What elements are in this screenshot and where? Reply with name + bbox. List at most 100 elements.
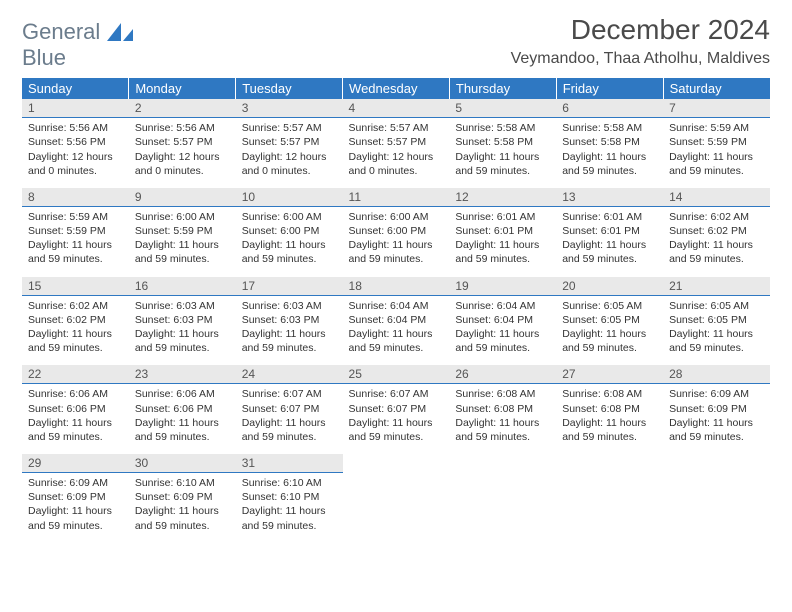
day-number: 31 — [236, 454, 343, 473]
calendar-cell: 4Sunrise: 5:57 AMSunset: 5:57 PMDaylight… — [343, 99, 450, 188]
calendar-week: 15Sunrise: 6:02 AMSunset: 6:02 PMDayligh… — [22, 277, 770, 366]
day-number: 20 — [556, 277, 663, 296]
day-number: 8 — [22, 188, 129, 207]
weekday-header: Tuesday — [236, 78, 343, 99]
sunrise-line: Sunrise: 6:02 AM — [669, 210, 764, 224]
sunset-line: Sunset: 6:10 PM — [242, 490, 337, 504]
calendar-cell: 29Sunrise: 6:09 AMSunset: 6:09 PMDayligh… — [22, 454, 129, 543]
sunset-line: Sunset: 6:04 PM — [455, 313, 550, 327]
sunrise-line: Sunrise: 6:01 AM — [562, 210, 657, 224]
sunset-line: Sunset: 6:05 PM — [669, 313, 764, 327]
sunrise-line: Sunrise: 6:04 AM — [455, 299, 550, 313]
sunrise-line: Sunrise: 6:06 AM — [28, 387, 123, 401]
calendar-cell: 26Sunrise: 6:08 AMSunset: 6:08 PMDayligh… — [449, 365, 556, 454]
sunset-line: Sunset: 6:09 PM — [135, 490, 230, 504]
day-number: 1 — [22, 99, 129, 118]
sunset-line: Sunset: 6:01 PM — [562, 224, 657, 238]
day-number: 12 — [449, 188, 556, 207]
day-number: 9 — [129, 188, 236, 207]
day-body: Sunrise: 5:59 AMSunset: 5:59 PMDaylight:… — [663, 118, 770, 188]
sunrise-line: Sunrise: 6:08 AM — [455, 387, 550, 401]
daylight-line: Daylight: 11 hours and 59 minutes. — [28, 504, 123, 532]
day-number: 6 — [556, 99, 663, 118]
sunrise-line: Sunrise: 6:10 AM — [242, 476, 337, 490]
sail-icon — [107, 23, 133, 46]
day-body: Sunrise: 6:09 AMSunset: 6:09 PMDaylight:… — [663, 384, 770, 454]
sunset-line: Sunset: 6:02 PM — [669, 224, 764, 238]
header: General Blue December 2024 Veymandoo, Th… — [22, 14, 770, 70]
weekday-header: Monday — [129, 78, 236, 99]
title-block: December 2024 Veymandoo, Thaa Atholhu, M… — [511, 14, 770, 68]
page-title: December 2024 — [511, 14, 770, 46]
day-number: 18 — [343, 277, 450, 296]
day-number: 29 — [22, 454, 129, 473]
daylight-line: Daylight: 11 hours and 59 minutes. — [28, 238, 123, 266]
day-body: Sunrise: 5:57 AMSunset: 5:57 PMDaylight:… — [236, 118, 343, 188]
calendar-cell: 19Sunrise: 6:04 AMSunset: 6:04 PMDayligh… — [449, 277, 556, 366]
calendar-cell: 5Sunrise: 5:58 AMSunset: 5:58 PMDaylight… — [449, 99, 556, 188]
day-number: 19 — [449, 277, 556, 296]
brand-logo: General Blue — [22, 14, 133, 70]
calendar-cell: 17Sunrise: 6:03 AMSunset: 6:03 PMDayligh… — [236, 277, 343, 366]
calendar-cell: 25Sunrise: 6:07 AMSunset: 6:07 PMDayligh… — [343, 365, 450, 454]
sunrise-line: Sunrise: 6:07 AM — [242, 387, 337, 401]
daylight-line: Daylight: 11 hours and 59 minutes. — [242, 327, 337, 355]
calendar-head: SundayMondayTuesdayWednesdayThursdayFrid… — [22, 78, 770, 99]
day-body: Sunrise: 5:58 AMSunset: 5:58 PMDaylight:… — [556, 118, 663, 188]
daylight-line: Daylight: 11 hours and 59 minutes. — [562, 416, 657, 444]
daylight-line: Daylight: 11 hours and 59 minutes. — [135, 238, 230, 266]
sunset-line: Sunset: 5:57 PM — [242, 135, 337, 149]
sunset-line: Sunset: 6:03 PM — [242, 313, 337, 327]
calendar-cell: 11Sunrise: 6:00 AMSunset: 6:00 PMDayligh… — [343, 188, 450, 277]
calendar-cell: 30Sunrise: 6:10 AMSunset: 6:09 PMDayligh… — [129, 454, 236, 543]
location-text: Veymandoo, Thaa Atholhu, Maldives — [511, 50, 770, 68]
weekday-header: Friday — [556, 78, 663, 99]
day-body: Sunrise: 6:02 AMSunset: 6:02 PMDaylight:… — [663, 207, 770, 277]
day-body: Sunrise: 6:03 AMSunset: 6:03 PMDaylight:… — [236, 296, 343, 366]
day-body: Sunrise: 6:04 AMSunset: 6:04 PMDaylight:… — [449, 296, 556, 366]
day-number: 15 — [22, 277, 129, 296]
sunrise-line: Sunrise: 6:10 AM — [135, 476, 230, 490]
sunrise-line: Sunrise: 5:56 AM — [135, 121, 230, 135]
sunset-line: Sunset: 6:04 PM — [349, 313, 444, 327]
calendar-table: SundayMondayTuesdayWednesdayThursdayFrid… — [22, 78, 770, 542]
sunrise-line: Sunrise: 6:01 AM — [455, 210, 550, 224]
day-number: 28 — [663, 365, 770, 384]
calendar-cell: 15Sunrise: 6:02 AMSunset: 6:02 PMDayligh… — [22, 277, 129, 366]
day-number: 23 — [129, 365, 236, 384]
day-number: 30 — [129, 454, 236, 473]
daylight-line: Daylight: 11 hours and 59 minutes. — [562, 150, 657, 178]
day-body: Sunrise: 6:05 AMSunset: 6:05 PMDaylight:… — [663, 296, 770, 366]
brand-word2: Blue — [22, 45, 66, 70]
day-number: 14 — [663, 188, 770, 207]
day-body: Sunrise: 6:03 AMSunset: 6:03 PMDaylight:… — [129, 296, 236, 366]
day-number: 13 — [556, 188, 663, 207]
day-body: Sunrise: 6:07 AMSunset: 6:07 PMDaylight:… — [343, 384, 450, 454]
daylight-line: Daylight: 11 hours and 59 minutes. — [28, 416, 123, 444]
day-body: Sunrise: 6:00 AMSunset: 6:00 PMDaylight:… — [343, 207, 450, 277]
day-body: Sunrise: 6:10 AMSunset: 6:09 PMDaylight:… — [129, 473, 236, 543]
day-number: 24 — [236, 365, 343, 384]
calendar-cell: 2Sunrise: 5:56 AMSunset: 5:57 PMDaylight… — [129, 99, 236, 188]
day-body: Sunrise: 6:08 AMSunset: 6:08 PMDaylight:… — [556, 384, 663, 454]
weekday-header: Sunday — [22, 78, 129, 99]
day-body: Sunrise: 5:58 AMSunset: 5:58 PMDaylight:… — [449, 118, 556, 188]
daylight-line: Daylight: 11 hours and 59 minutes. — [455, 416, 550, 444]
day-number: 11 — [343, 188, 450, 207]
day-number: 2 — [129, 99, 236, 118]
calendar-week: 29Sunrise: 6:09 AMSunset: 6:09 PMDayligh… — [22, 454, 770, 543]
sunset-line: Sunset: 5:59 PM — [135, 224, 230, 238]
day-number: 5 — [449, 99, 556, 118]
daylight-line: Daylight: 12 hours and 0 minutes. — [349, 150, 444, 178]
weekday-header: Thursday — [449, 78, 556, 99]
sunrise-line: Sunrise: 5:58 AM — [455, 121, 550, 135]
day-body: Sunrise: 6:04 AMSunset: 6:04 PMDaylight:… — [343, 296, 450, 366]
day-body: Sunrise: 6:10 AMSunset: 6:10 PMDaylight:… — [236, 473, 343, 543]
sunset-line: Sunset: 6:07 PM — [349, 402, 444, 416]
sunrise-line: Sunrise: 5:58 AM — [562, 121, 657, 135]
day-body: Sunrise: 6:00 AMSunset: 5:59 PMDaylight:… — [129, 207, 236, 277]
sunrise-line: Sunrise: 5:57 AM — [349, 121, 444, 135]
sunrise-line: Sunrise: 6:00 AM — [135, 210, 230, 224]
sunset-line: Sunset: 6:06 PM — [135, 402, 230, 416]
calendar-week: 22Sunrise: 6:06 AMSunset: 6:06 PMDayligh… — [22, 365, 770, 454]
